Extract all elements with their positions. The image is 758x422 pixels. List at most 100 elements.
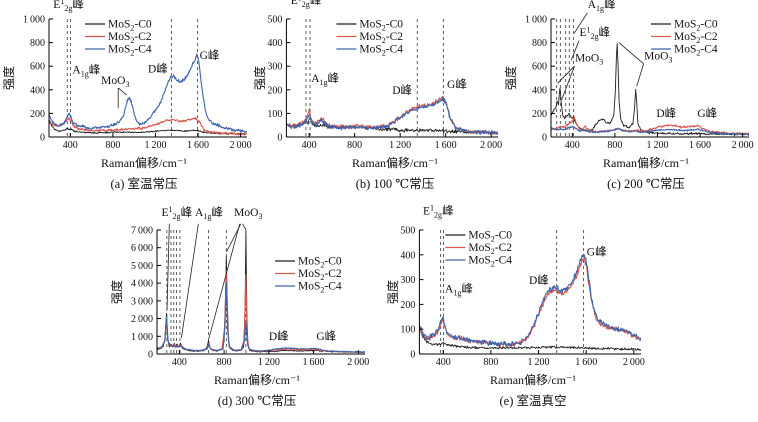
chart-d-xlabel: Raman偏移/cm⁻¹ xyxy=(214,373,300,387)
chart-a-xlabel: Raman偏移/cm⁻¹ xyxy=(101,156,187,170)
chart-e-caption: (e) 室温真空 xyxy=(499,394,567,408)
svg-text:1 600: 1 600 xyxy=(187,140,209,151)
svg-text:500: 500 xyxy=(400,226,415,237)
svg-text:200: 200 xyxy=(267,85,282,96)
svg-text:MoS2-C0: MoS2-C0 xyxy=(359,19,403,33)
svg-text:1 200: 1 200 xyxy=(258,357,280,368)
svg-text:D峰: D峰 xyxy=(148,63,168,76)
chart-b-plot: 400 800 1 200 1 600 2 000 0 100 200 300 400 500 强度 M… xyxy=(252,0,502,151)
svg-text:MoS2-C0: MoS2-C0 xyxy=(468,230,512,244)
svg-text:A1g峰: A1g峰 xyxy=(588,0,616,13)
svg-text:MoS2-C2: MoS2-C2 xyxy=(674,31,718,45)
svg-text:E12g峰: E12g峰 xyxy=(161,205,192,221)
svg-text:MoS2-C4: MoS2-C4 xyxy=(674,44,718,58)
svg-text:MoS2-C2: MoS2-C2 xyxy=(108,31,152,45)
svg-text:MoS2-C2: MoS2-C2 xyxy=(298,268,342,282)
svg-text:0: 0 xyxy=(410,350,415,361)
svg-text:A1g峰: A1g峰 xyxy=(195,206,223,221)
chart-b-xlabel: Raman偏移/cm⁻¹ xyxy=(352,156,438,170)
chart-c: 400 800 1 200 1 600 2 000 0 200 400 600 800 1 000 强… xyxy=(503,0,755,192)
svg-text:G峰: G峰 xyxy=(316,330,336,343)
chart-a: 400 800 1 200 1 600 2 000 0 200 400 600 800 1 000 强… xyxy=(1,0,253,192)
svg-text:3 000: 3 000 xyxy=(131,296,153,307)
svg-text:800: 800 xyxy=(607,140,622,151)
svg-text:200: 200 xyxy=(400,300,415,311)
svg-text:E12g峰: E12g峰 xyxy=(53,0,84,13)
svg-text:300: 300 xyxy=(267,62,282,73)
svg-text:800: 800 xyxy=(105,140,120,151)
svg-text:0: 0 xyxy=(277,133,282,144)
chart-c-xlabel: Raman偏移/cm⁻¹ xyxy=(603,156,689,170)
svg-text:400: 400 xyxy=(565,140,580,151)
chart-c-plot: 400 800 1 200 1 600 2 000 0 200 400 600 800 1 000 强… xyxy=(503,0,754,151)
svg-text:0: 0 xyxy=(542,133,547,144)
chart-d: 400 800 1 200 1 600 2 000 0 1 000 2 000 3 000 4 0… xyxy=(109,205,371,409)
svg-text:400: 400 xyxy=(30,85,45,96)
chart-c-caption: (c) 200 ℃常压 xyxy=(607,177,685,191)
svg-text:0: 0 xyxy=(148,350,153,361)
chart-e-plot: 400 800 1 200 1 600 2 000 0 100 200 300 400 500 强度 M… xyxy=(385,204,645,368)
svg-text:6 000: 6 000 xyxy=(131,243,153,254)
svg-text:800: 800 xyxy=(483,357,498,368)
svg-text:1 200: 1 200 xyxy=(389,140,411,151)
svg-text:200: 200 xyxy=(30,109,45,120)
figure-row-bottom: 400 800 1 200 1 600 2 000 0 1 000 2 000 3 000 4 0… xyxy=(3,204,755,409)
svg-text:强度: 强度 xyxy=(385,280,400,304)
svg-text:400: 400 xyxy=(400,250,415,261)
svg-text:800: 800 xyxy=(347,140,362,151)
svg-text:1 200: 1 200 xyxy=(528,357,550,368)
svg-text:4 000: 4 000 xyxy=(131,279,153,290)
svg-text:MoS2-C4: MoS2-C4 xyxy=(108,44,152,58)
svg-text:E12g峰: E12g峰 xyxy=(291,0,322,9)
svg-text:100: 100 xyxy=(267,109,282,120)
chart-b-caption: (b) 100 ℃常压 xyxy=(355,177,435,191)
svg-text:1 200: 1 200 xyxy=(646,140,668,151)
svg-text:2 000: 2 000 xyxy=(623,357,645,368)
figure-row-top: 400 800 1 200 1 600 2 000 0 200 400 600 800 1 000 强… xyxy=(1,0,755,192)
svg-text:强度: 强度 xyxy=(252,66,267,90)
svg-text:0: 0 xyxy=(40,133,45,144)
svg-text:强度: 强度 xyxy=(1,66,16,90)
svg-text:800: 800 xyxy=(217,357,232,368)
svg-text:D峰: D峰 xyxy=(392,84,412,97)
svg-text:MoO3: MoO3 xyxy=(234,207,262,221)
svg-text:200: 200 xyxy=(532,109,547,120)
svg-text:800: 800 xyxy=(30,38,45,49)
svg-text:800: 800 xyxy=(532,38,547,49)
svg-text:MoS2-C0: MoS2-C0 xyxy=(674,19,718,33)
svg-text:400: 400 xyxy=(267,38,282,49)
svg-text:MoS2-C4: MoS2-C4 xyxy=(359,44,403,58)
svg-text:400: 400 xyxy=(172,357,187,368)
svg-text:MoS2-C4: MoS2-C4 xyxy=(298,281,342,295)
svg-text:500: 500 xyxy=(267,15,282,26)
svg-text:300: 300 xyxy=(400,275,415,286)
svg-text:E12g峰: E12g峰 xyxy=(423,204,454,220)
chart-d-plot: 400 800 1 200 1 600 2 000 0 1 000 2 000 3 000 4 0… xyxy=(109,205,369,368)
svg-text:MoO3: MoO3 xyxy=(575,53,603,67)
chart-d-caption: (d) 300 ℃常压 xyxy=(217,394,297,408)
chart-a-plot: 400 800 1 200 1 600 2 000 0 200 400 600 800 1 000 强… xyxy=(1,0,252,151)
svg-text:400: 400 xyxy=(63,140,78,151)
svg-text:2 000: 2 000 xyxy=(732,140,754,151)
svg-text:1 600: 1 600 xyxy=(435,140,457,151)
svg-text:600: 600 xyxy=(532,62,547,73)
svg-text:A1g峰: A1g峰 xyxy=(72,63,100,78)
svg-text:5 000: 5 000 xyxy=(131,261,153,272)
svg-text:100: 100 xyxy=(400,325,415,336)
svg-text:A1g峰: A1g峰 xyxy=(445,282,473,297)
svg-text:2 000: 2 000 xyxy=(347,357,369,368)
raman-figure: 400 800 1 200 1 600 2 000 0 200 400 600 800 1 000 强… xyxy=(1,0,755,409)
svg-text:2 000: 2 000 xyxy=(131,314,153,325)
svg-text:MoS2-C4: MoS2-C4 xyxy=(468,255,512,269)
svg-text:7 000: 7 000 xyxy=(131,226,153,237)
svg-text:1 000: 1 000 xyxy=(525,15,547,26)
svg-text:2 000: 2 000 xyxy=(480,140,502,151)
svg-text:E12g峰: E12g峰 xyxy=(580,25,611,41)
chart-e: 400 800 1 200 1 600 2 000 0 100 200 300 400 500 强度 M… xyxy=(385,204,647,409)
svg-text:400: 400 xyxy=(302,140,317,151)
svg-text:1 000: 1 000 xyxy=(23,15,45,26)
svg-text:1 000: 1 000 xyxy=(131,332,153,343)
svg-text:强度: 强度 xyxy=(109,280,124,304)
svg-text:MoS2-C2: MoS2-C2 xyxy=(359,31,403,45)
chart-b: 400 800 1 200 1 600 2 000 0 100 200 300 400 500 强度 M… xyxy=(252,0,504,192)
